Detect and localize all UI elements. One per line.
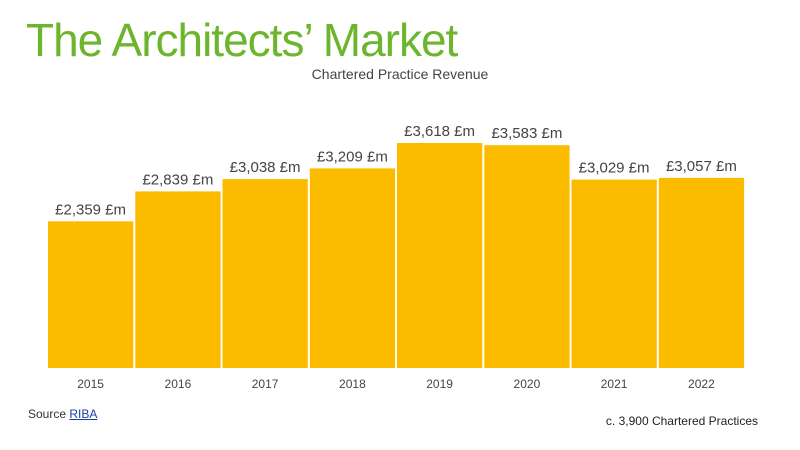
- x-tick-label-2020: 2020: [514, 377, 541, 391]
- bar-2016: [135, 191, 221, 368]
- x-tick-label-2018: 2018: [339, 377, 366, 391]
- bar-2022: [658, 177, 745, 368]
- x-tick-label-2015: 2015: [77, 377, 104, 391]
- bar-value-label-2021: £3,029 £m: [579, 160, 650, 177]
- bar-2015: [48, 221, 134, 368]
- x-tick-label-2017: 2017: [252, 377, 279, 391]
- x-tick-label-2022: 2022: [688, 377, 715, 391]
- bar-value-label-2022: £3,057 £m: [666, 158, 737, 175]
- bar-2017: [222, 179, 308, 368]
- source-link[interactable]: RIBA: [69, 407, 98, 421]
- bar-value-label-2017: £3,038 £m: [230, 159, 301, 176]
- bar-value-label-2016: £2,839 £m: [142, 171, 213, 188]
- bar-2018: [309, 168, 396, 368]
- x-tick-label-2016: 2016: [165, 377, 192, 391]
- bar-value-label-2015: £2,359 £m: [55, 201, 126, 218]
- source-prefix: Source: [28, 407, 67, 421]
- bar-2021: [571, 179, 657, 368]
- chart-subtitle: Chartered Practice Revenue: [311, 66, 489, 82]
- bar-value-label-2019: £3,618 £m: [404, 123, 475, 140]
- x-tick-label-2019: 2019: [426, 377, 453, 391]
- practice-count-note: c. 3,900 Chartered Practices: [605, 414, 758, 428]
- bar-2020: [484, 145, 570, 368]
- bar-value-label-2018: £3,209 £m: [317, 148, 388, 165]
- source-note: Source RIBA: [28, 407, 97, 421]
- bar-value-label-2020: £3,583 £m: [491, 125, 562, 142]
- x-tick-label-2021: 2021: [601, 377, 628, 391]
- bar-2019: [397, 143, 483, 368]
- page-title: The Architects’ Market: [26, 14, 458, 66]
